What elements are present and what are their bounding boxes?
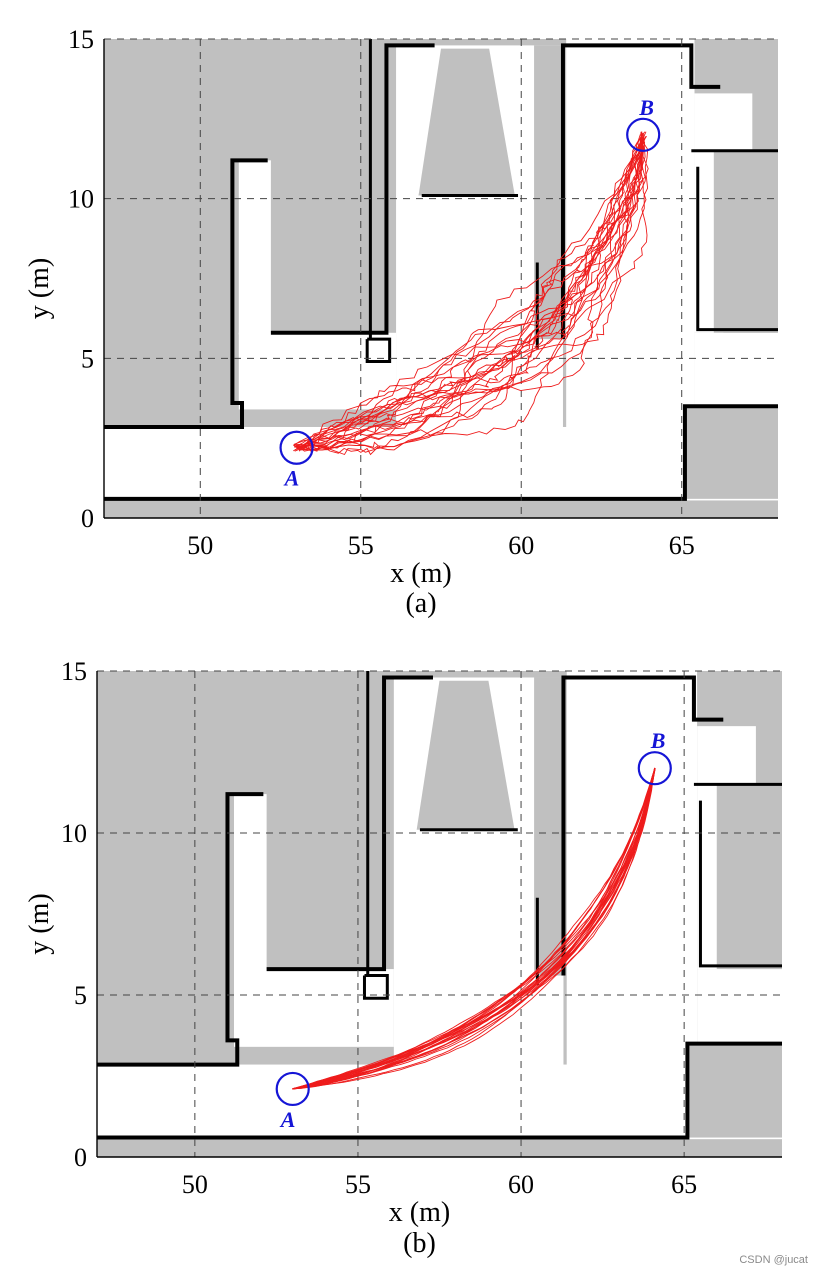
- y-tick-label: 15: [68, 25, 94, 54]
- trajectory-line: [292, 768, 656, 1090]
- free-corridor-left: [238, 160, 271, 335]
- trajectory-line: [296, 131, 647, 450]
- wall-right-strip: [698, 800, 782, 968]
- wall-left: [97, 792, 264, 1067]
- trajectory-line: [295, 137, 645, 452]
- occupied-left-step: [97, 1046, 234, 1065]
- x-tick-label: 65: [669, 531, 695, 560]
- wall-bottom: [104, 404, 778, 501]
- wall-box: [362, 974, 389, 1000]
- marker-circle-a: [275, 1071, 310, 1107]
- occupied-floor: [104, 500, 778, 518]
- trajectories: [292, 767, 656, 1090]
- marker-circle-b: [637, 751, 672, 786]
- occupied-right-room: [726, 787, 782, 970]
- trajectory-line: [297, 134, 645, 456]
- occupied-pillar: [534, 677, 564, 976]
- free-room-left: [234, 969, 394, 1047]
- free-room-right: [566, 671, 698, 1138]
- trajectory-line: [293, 137, 645, 451]
- wall-top: [560, 43, 721, 340]
- y-tick-label: 5: [74, 981, 87, 1010]
- trajectory-line: [292, 768, 656, 1090]
- trajectory-line: [298, 136, 646, 448]
- y-tick-label: 10: [61, 819, 87, 848]
- y-tick-label: 0: [81, 504, 94, 533]
- trajectory-line: [296, 138, 646, 451]
- x-axis-label: x (m): [389, 1197, 450, 1228]
- wall-left: [104, 158, 268, 429]
- occupied-left-step: [104, 409, 239, 427]
- trajectory-line: [292, 768, 656, 1090]
- marker-label-a: A: [283, 466, 300, 491]
- occupied-floor: [97, 1139, 782, 1157]
- x-tick-label: 55: [345, 1170, 371, 1199]
- wall-center-left: [266, 675, 433, 972]
- marker-label-b: B: [650, 728, 666, 753]
- free-right-pocket: [694, 93, 753, 151]
- occupied-right-room: [723, 153, 778, 333]
- trajectories: [293, 131, 649, 456]
- wall-bottom: [97, 1041, 782, 1140]
- chart-panel-b: A B 50 55 60 65 0 5 10 15 x (m) y (m) (b): [24, 657, 782, 1259]
- y-tick-label: 5: [81, 344, 94, 373]
- chart-panel-a: A B 50 55 60 65 0 5 10 15 x (m) y (m) (a): [24, 25, 778, 619]
- wall-center-left: [270, 43, 435, 335]
- trajectory-line: [293, 136, 647, 448]
- occupied-top-right: [697, 671, 782, 727]
- x-tick-label: 50: [187, 531, 213, 560]
- marker-label-b: B: [638, 95, 654, 120]
- x-tick-label: 50: [182, 1170, 208, 1199]
- x-axis-label: x (m): [390, 558, 451, 589]
- free-right-pocket: [697, 726, 756, 785]
- trajectory-line: [298, 134, 641, 450]
- free-right-open: [697, 969, 782, 1044]
- free-corridor-left: [234, 794, 267, 971]
- free-room-left: [238, 332, 397, 410]
- occupied-wedge: [416, 680, 515, 830]
- trajectory-line: [294, 132, 643, 456]
- y-axis-label: y (m): [24, 258, 55, 319]
- trajectory-line: [292, 768, 656, 1090]
- y-tick-label: 15: [61, 657, 87, 686]
- occupied-wedge: [418, 48, 515, 196]
- trajectory-line: [296, 136, 644, 450]
- panel-caption: (a): [405, 588, 436, 619]
- x-tick-label: 65: [671, 1170, 697, 1199]
- trajectory-line: [292, 768, 656, 1090]
- y-axis-label: y (m): [24, 893, 55, 954]
- watermark: CSDN @jucat: [739, 1254, 808, 1266]
- occupied-right-block: [687, 1043, 782, 1138]
- occupied-top-right: [694, 39, 778, 94]
- occupied-right-block: [684, 406, 778, 499]
- wall-box: [365, 337, 392, 364]
- trajectory-line: [296, 132, 649, 449]
- wall-right-strip: [696, 166, 778, 332]
- free-room-right: [566, 39, 695, 499]
- free-right-strip: [697, 784, 717, 970]
- occupancy-map: [104, 39, 778, 518]
- y-tick-label: 0: [74, 1143, 87, 1172]
- trajectory-line: [298, 138, 644, 452]
- occupancy-map: [97, 671, 782, 1157]
- x-tick-label: 60: [508, 531, 534, 560]
- panel-caption: (b): [403, 1228, 436, 1259]
- trajectory-line: [292, 768, 656, 1090]
- marker-circle-b: [626, 117, 661, 152]
- y-tick-label: 10: [68, 185, 94, 214]
- x-tick-label: 60: [508, 1170, 534, 1199]
- marker-circle-a: [279, 430, 314, 465]
- trajectory-line: [297, 131, 643, 447]
- trajectory-line: [293, 136, 647, 446]
- wall-top: [561, 675, 724, 976]
- free-right-strip: [694, 150, 714, 333]
- x-tick-label: 55: [348, 531, 374, 560]
- free-right-open: [694, 332, 778, 407]
- trajectory-line: [292, 768, 656, 1090]
- marker-label-a: A: [279, 1107, 296, 1132]
